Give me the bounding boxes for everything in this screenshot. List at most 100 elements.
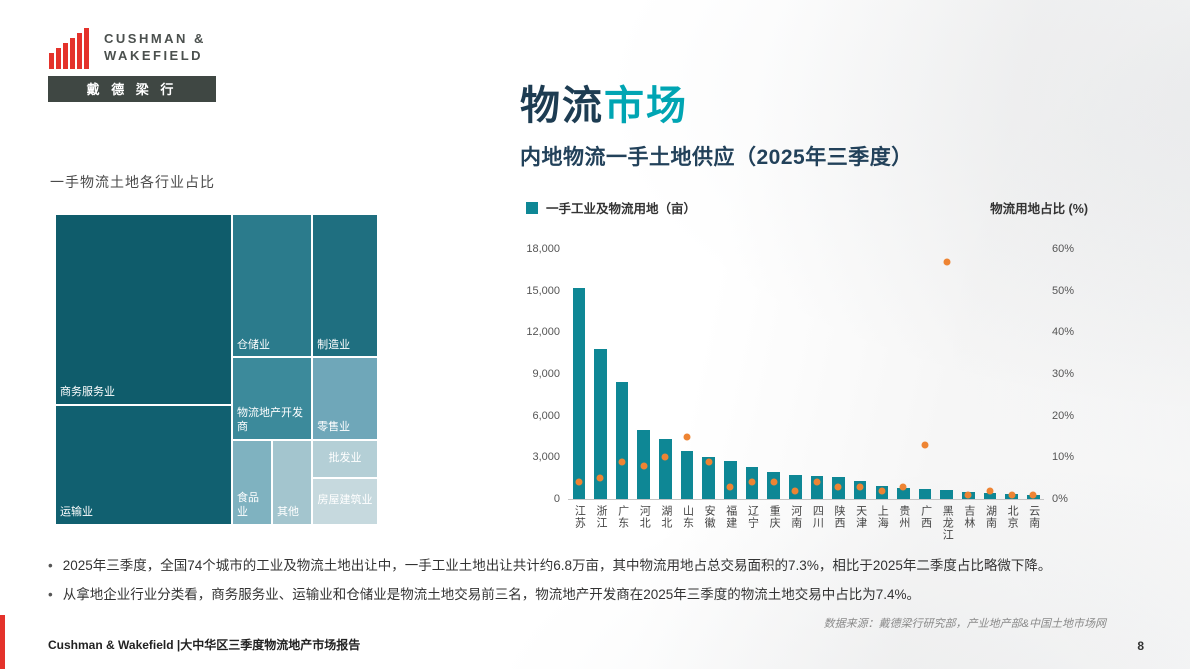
page-title-part2: 市场 xyxy=(604,84,688,128)
treemap-block: 物流地产开发商 xyxy=(232,357,313,440)
x-axis-label-text: 湖北 xyxy=(659,505,672,529)
x-axis-label-text: 上海 xyxy=(876,505,889,529)
dot-云南 xyxy=(1029,491,1037,499)
data-source-note: 数据来源：戴德梁行研究部，产业地产部&中国土地市场网 xyxy=(823,618,1106,630)
axis-tick-label: 40% xyxy=(1052,326,1075,339)
brand-header: CUSHMAN & WAKEFIELD 戴 德 梁 行 xyxy=(48,27,216,102)
x-axis-label: 河北 xyxy=(633,505,655,541)
x-axis-label: 天津 xyxy=(849,505,871,541)
x-axis-label: 四川 xyxy=(806,505,828,541)
bullet-item: • 从拿地企业行业分类看，商务服务业、运输业和仓储业是物流土地交易前三名，物流地产… xyxy=(48,585,1144,606)
bullet-dot-icon: • xyxy=(48,558,53,573)
brand-name-line1: CUSHMAN & xyxy=(104,31,206,46)
x-axis-label-text: 四川 xyxy=(811,505,824,529)
bullet-dot-icon: • xyxy=(48,586,53,602)
x-axis-label-text: 江苏 xyxy=(573,505,586,529)
x-axis-label-text: 山东 xyxy=(681,505,694,529)
dot-湖南 xyxy=(986,487,994,495)
bar-广东 xyxy=(615,382,629,499)
bar-slot xyxy=(698,249,720,499)
bars-layer xyxy=(568,249,1044,499)
x-axis-label: 陕西 xyxy=(828,505,850,541)
treemap-block-label: 商务服务业 xyxy=(60,385,115,398)
axis-tick-label: 6,000 xyxy=(532,409,560,422)
dot-北京 xyxy=(1008,491,1016,499)
x-axis-label: 辽宁 xyxy=(741,505,763,541)
x-axis-label-text: 重庆 xyxy=(768,505,781,529)
x-axis-label: 山东 xyxy=(676,505,698,541)
axis-tick-label: 18,000 xyxy=(526,243,560,255)
x-axis-label: 安徽 xyxy=(698,505,720,541)
axis-tick-label: 20% xyxy=(1052,409,1075,422)
bar-slot xyxy=(849,249,871,499)
x-axis-label: 广西 xyxy=(914,505,936,541)
bar-slot xyxy=(611,249,633,499)
bar-slot xyxy=(655,249,677,499)
axis-tick-label: 0% xyxy=(1052,493,1068,505)
right-axis-title: 物流用地占比 (%) xyxy=(990,202,1088,216)
brand-name-chinese: 戴 德 梁 行 xyxy=(48,76,216,102)
x-axis-label-text: 北京 xyxy=(1006,505,1019,529)
x-axis-label: 浙江 xyxy=(590,505,612,541)
x-axis-label: 北京 xyxy=(1001,505,1023,541)
treemap-block: 房屋建筑业 xyxy=(312,477,378,525)
bullet-text: 从拿地企业行业分类看，商务服务业、运输业和仓储业是物流土地交易前三名，物流地产开… xyxy=(62,586,921,602)
x-axis-label-text: 贵州 xyxy=(897,505,910,529)
bullet-item: • 2025年三季度，全国74个城市的工业及物流土地出让中，一手工业土地出让共计约… xyxy=(48,556,1144,577)
dot-黑龙江 xyxy=(943,258,951,265)
bar-湖北 xyxy=(659,439,672,499)
treemap-block: 食品业 xyxy=(232,439,273,525)
treemap: 商务服务业 运输业 仓储业 制造业 物流地产开发商 零售业 食品业 其他 批发业 房屋建筑业 xyxy=(55,214,378,525)
dot-河北 xyxy=(640,462,648,470)
bar-slot xyxy=(719,249,741,499)
bar-slot xyxy=(590,249,612,499)
x-axis-label: 黑龙江 xyxy=(936,505,958,541)
dot-辽宁 xyxy=(748,478,756,486)
treemap-block: 仓储业 xyxy=(232,214,313,358)
page-subtitle: 内地物流一手土地供应（2025年三季度） xyxy=(520,146,913,169)
bar-slot xyxy=(763,249,785,499)
x-axis-label: 江苏 xyxy=(568,505,590,541)
page-title-part1: 物流 xyxy=(520,84,604,128)
bar-slot xyxy=(979,249,1001,499)
x-axis-label: 广东 xyxy=(611,505,633,541)
y-axis-left: 18,000 15,000 12,000 9,000 6,000 3,000 0 xyxy=(520,243,568,505)
dot-浙江 xyxy=(596,474,604,482)
treemap-block: 商务服务业 xyxy=(55,214,232,405)
dot-湖北 xyxy=(661,453,669,461)
axis-tick-label: 60% xyxy=(1052,243,1075,255)
axis-tick-label: 50% xyxy=(1052,284,1075,297)
dot-河南 xyxy=(791,487,799,495)
bar-山东 xyxy=(680,451,694,499)
treemap-block-label: 制造业 xyxy=(317,338,351,351)
footer-report-title: Cushman & Wakefield |大中华区三季度物流地产市场报告 xyxy=(48,638,361,652)
bar-series-swatch-icon xyxy=(526,201,538,214)
page-title: 物流市场 xyxy=(520,84,913,128)
bar-slot xyxy=(1001,249,1023,499)
x-axis-label-text: 湖南 xyxy=(984,505,997,529)
bar-slot xyxy=(828,249,850,499)
x-axis-label-text: 陕西 xyxy=(833,505,845,529)
page-number: 8 xyxy=(1137,639,1144,653)
bar-slot xyxy=(568,249,590,499)
treemap-block: 批发业 xyxy=(312,439,378,478)
x-axis-label-text: 辽宁 xyxy=(746,505,759,529)
dot-福建 xyxy=(726,483,734,490)
bar-湖南 xyxy=(983,493,997,499)
axis-tick-label: 9,000 xyxy=(532,368,560,380)
axis-tick-label: 10% xyxy=(1052,451,1075,464)
treemap-block-label: 物流地产开发商 xyxy=(237,407,303,434)
bar-slot xyxy=(958,249,980,499)
x-axis-label-text: 吉林 xyxy=(962,505,975,529)
x-axis-label-text: 河南 xyxy=(789,505,802,529)
dot-山东 xyxy=(683,433,691,440)
treemap-block-label: 仓储业 xyxy=(237,338,270,351)
red-accent-bar xyxy=(0,615,5,669)
bar-广西 xyxy=(918,489,932,499)
dot-上海 xyxy=(878,487,886,495)
dot-吉林 xyxy=(964,491,972,499)
bar-slot xyxy=(893,249,915,499)
bar-安徽 xyxy=(702,456,715,499)
legend-bar-series: 一手工业及物流用地（亩） xyxy=(526,198,696,217)
